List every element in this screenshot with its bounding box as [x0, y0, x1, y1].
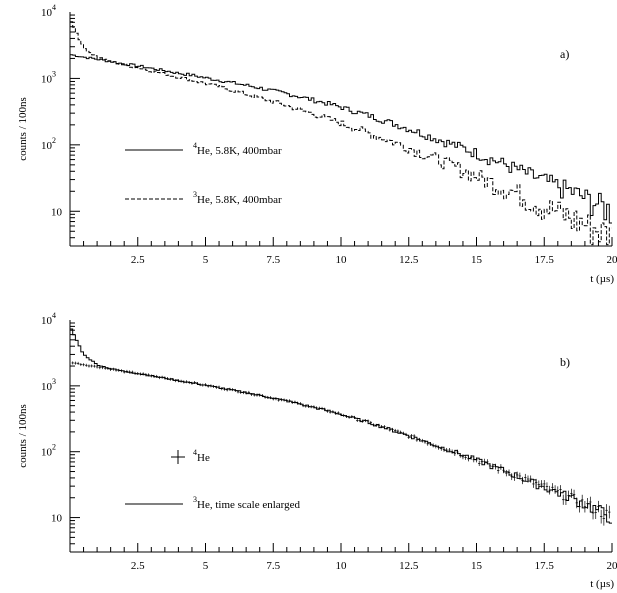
series-line — [70, 54, 612, 224]
x-tick-label: 12.5 — [399, 560, 419, 572]
y-tick-base: 10 — [41, 381, 53, 393]
x-tick-label: 10 — [336, 254, 348, 266]
x-tick-label: 5 — [203, 560, 209, 572]
x-tick-label: 10 — [336, 560, 348, 572]
series-line — [70, 328, 612, 524]
x-tick-label: 20 — [607, 254, 617, 266]
panel-label: a) — [560, 47, 569, 61]
y-tick-label: 103 — [41, 69, 56, 85]
y-tick-base: 10 — [41, 447, 53, 459]
y-axis-label: counts / 100ns — [17, 97, 29, 161]
legend-label-text: He, 5.8K, 400mbar — [197, 194, 282, 206]
series-2: 3He, time scale enlarged — [70, 328, 612, 524]
y-tick-label: 102 — [41, 136, 56, 152]
y-tick-base: 10 — [41, 315, 53, 327]
x-tick-label: 15 — [471, 254, 483, 266]
y-tick-base: 10 — [51, 206, 63, 218]
legend-label: 4He — [193, 448, 210, 464]
y-tick-exp: 3 — [52, 69, 56, 78]
y-tick-label: 104 — [41, 3, 56, 19]
x-tick-label: 2.5 — [131, 560, 145, 572]
x-axis-label: t (µs) — [590, 273, 614, 285]
y-tick-base: 10 — [51, 513, 63, 525]
y-tick-exp: 2 — [52, 443, 56, 452]
legend-label-sup: 3 — [193, 190, 197, 199]
x-tick-label: 7.5 — [266, 560, 280, 572]
x-tick-label: 20 — [607, 560, 617, 572]
series-2: 3He, 5.8K, 400mbar — [70, 21, 612, 246]
y-tick-exp: 4 — [52, 311, 56, 320]
y-tick-exp: 2 — [52, 136, 56, 145]
y-tick-label: 103 — [41, 377, 56, 393]
y-axis-label: counts / 100ns — [17, 404, 29, 468]
x-tick-label: 2.5 — [131, 254, 145, 266]
y-tick-label: 104 — [41, 311, 56, 327]
legend-label-sup: 4 — [193, 141, 197, 150]
y-tick-label: 102 — [41, 443, 56, 459]
series-line — [70, 21, 612, 246]
x-tick-label: 17.5 — [535, 560, 555, 572]
x-tick-label: 12.5 — [399, 254, 419, 266]
x-tick-label: 15 — [471, 560, 483, 572]
legend-label-text: He — [197, 452, 210, 464]
y-tick-exp: 3 — [52, 377, 56, 386]
y-tick-exp: 4 — [52, 3, 56, 12]
legend-label-sup: 4 — [193, 448, 197, 457]
series-1: 4He, 5.8K, 400mbar — [70, 54, 612, 224]
y-tick-label: 10 — [51, 206, 63, 218]
legend-label-text: He, time scale enlarged — [197, 499, 301, 511]
x-tick-label: 7.5 — [266, 254, 280, 266]
y-tick-label: 10 — [51, 513, 63, 525]
y-tick-base: 10 — [41, 7, 53, 19]
legend-label: 3He, 5.8K, 400mbar — [193, 190, 282, 206]
y-tick-base: 10 — [41, 73, 53, 85]
x-tick-label: 17.5 — [535, 254, 555, 266]
legend-label: 4He, 5.8K, 400mbar — [193, 141, 282, 157]
series-1: 4He — [71, 361, 611, 526]
x-axis-label: t (µs) — [590, 578, 614, 590]
panel-label: b) — [560, 355, 570, 369]
x-tick-label: 5 — [203, 254, 209, 266]
legend-label: 3He, time scale enlarged — [193, 495, 301, 511]
legend-label-sup: 3 — [193, 495, 197, 504]
y-tick-base: 10 — [41, 140, 53, 152]
legend-label-text: He, 5.8K, 400mbar — [197, 145, 282, 157]
